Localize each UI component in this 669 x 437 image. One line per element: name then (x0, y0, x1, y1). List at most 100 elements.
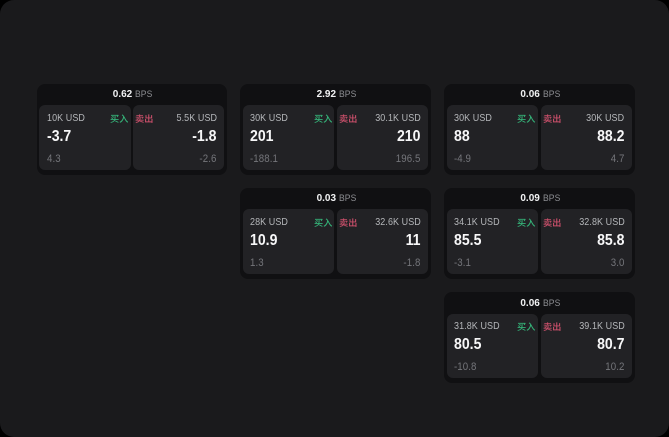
buy-price: 88 (454, 127, 470, 145)
buy-panel[interactable]: 28K USD 10.9 1.3 (242, 209, 335, 275)
buy-label-glyphs-icon (110, 114, 128, 123)
card-header: 2.92 BPS (243, 84, 428, 105)
sell-label-glyphs-icon (543, 218, 561, 227)
buy-panel[interactable]: 31.8K USD 80.5 -10.8 (446, 313, 539, 379)
sell-price: 88.2 (597, 127, 625, 145)
sell-price: 210 (397, 127, 421, 145)
buy-price: 80.5 (454, 336, 482, 354)
buy-amount: 34.1K USD (454, 216, 500, 228)
bps-unit-label: BPS (543, 297, 561, 309)
buy-price: 201 (250, 127, 274, 145)
buy-label-glyphs-icon (517, 114, 536, 123)
sell-side-label (135, 113, 153, 123)
sell-sub-value: 3.0 (610, 256, 625, 269)
sell-panel-top-row: 30.1K USD (339, 112, 421, 124)
card-header: 0.06 BPS (447, 84, 632, 105)
card-header: 0.06 BPS (447, 292, 632, 313)
buy-amount: 28K USD (250, 216, 289, 228)
buy-side-label (517, 218, 536, 227)
sell-price: -1.8 (192, 127, 217, 145)
card-header: 0.03 BPS (243, 188, 428, 209)
sell-sub-value: -1.8 (403, 256, 421, 269)
buy-sub-value: 1.3 (250, 256, 265, 269)
buy-panel-top-row: 34.1K USD (454, 216, 536, 228)
sell-side-label (543, 218, 561, 227)
buy-price: 10.9 (250, 231, 278, 249)
sell-panel[interactable]: 5.5K USD -1.8 -2.6 (132, 105, 225, 170)
sell-price: 80.7 (597, 336, 625, 354)
sell-amount: 30.1K USD (375, 112, 421, 124)
buy-panel-top-row: 10K USD (46, 112, 128, 124)
sell-side-label (543, 322, 561, 331)
buy-label-glyphs-icon (314, 218, 332, 227)
sell-panel-top-row: 30K USD (543, 112, 625, 124)
buy-amount: 30K USD (454, 112, 493, 124)
sell-panel-top-row: 32.8K USD (543, 217, 624, 228)
quote-card: 0.09 BPS 34.1K USD 85.5 -3.1 32.8K USD 8… (444, 188, 635, 280)
bps-value: 0.06 (520, 297, 540, 309)
buy-label-glyphs-icon (314, 114, 332, 123)
buy-side-label (314, 218, 332, 227)
quote-panels: 10K USD -3.7 4.3 5.5K USD -1.8 -2.6 (39, 105, 225, 170)
sell-label-glyphs-icon (339, 218, 357, 227)
buy-panel[interactable]: 10K USD -3.7 4.3 (39, 105, 131, 170)
sell-amount: 30K USD (586, 112, 625, 124)
sell-label-glyphs-icon (543, 322, 561, 331)
bps-unit-label: BPS (543, 193, 561, 205)
quote-panels: 28K USD 10.9 1.3 32.6K USD 11 -1.8 (242, 209, 429, 275)
buy-amount: 31.8K USD (454, 321, 500, 333)
quote-card: 0.62 BPS 10K USD -3.7 4.3 5.5K USD -1.8 … (36, 84, 227, 175)
sell-sub-value: 196.5 (396, 152, 421, 165)
quote-panels: 30K USD 201 -188.1 30.1K USD 210 196.5 (242, 105, 429, 170)
buy-amount: 30K USD (250, 112, 289, 124)
buy-panel-top-row: 30K USD (454, 112, 536, 124)
buy-panel[interactable]: 34.1K USD 85.5 -3.1 (446, 209, 539, 275)
buy-sub-value: -10.8 (454, 360, 477, 373)
buy-panel-top-row: 30K USD (250, 112, 332, 124)
sell-price: 11 (405, 231, 421, 249)
buy-sub-value: -3.1 (454, 256, 472, 269)
sell-panel-top-row: 32.6K USD (339, 216, 421, 228)
sell-price: 85.8 (597, 231, 625, 249)
quote-card: 0.06 BPS 30K USD 88 -4.9 30K USD 88.2 4.… (444, 84, 635, 175)
bps-unit-label: BPS (339, 193, 357, 205)
sell-panel[interactable]: 30K USD 88.2 4.7 (540, 105, 633, 170)
bps-unit-label: BPS (339, 89, 357, 101)
sell-label-glyphs-icon (135, 113, 153, 123)
buy-amount: 10K USD (46, 112, 85, 124)
sell-label-glyphs-icon (339, 113, 357, 123)
sell-sub-value: 4.7 (610, 152, 625, 165)
quote-card-grid: 0.62 BPS 10K USD -3.7 4.3 5.5K USD -1.8 … (36, 84, 635, 384)
bps-value: 2.92 (316, 89, 337, 101)
bps-value: 0.03 (316, 193, 337, 205)
sell-side-label (543, 113, 561, 123)
bps-unit-label: BPS (543, 89, 561, 101)
sell-panel[interactable]: 30.1K USD 210 196.5 (336, 105, 429, 170)
sell-panel[interactable]: 39.1K USD 80.7 10.2 (540, 313, 633, 379)
buy-label-glyphs-icon (517, 218, 536, 227)
quote-panels: 34.1K USD 85.5 -3.1 32.8K USD 85.8 3.0 (446, 209, 633, 275)
bps-value: 0.06 (520, 89, 540, 101)
buy-panel[interactable]: 30K USD 88 -4.9 (446, 105, 539, 170)
buy-price: 85.5 (454, 231, 482, 249)
sell-panel-top-row: 5.5K USD (135, 112, 217, 124)
bps-value: 0.62 (112, 89, 133, 101)
sell-amount: 5.5K USD (176, 112, 217, 124)
sell-sub-value: -2.6 (199, 152, 217, 165)
sell-side-label (339, 113, 357, 123)
sell-panel[interactable]: 32.8K USD 85.8 3.0 (540, 209, 633, 275)
buy-panel-top-row: 31.8K USD (454, 321, 536, 333)
buy-side-label (517, 114, 536, 123)
buy-panel[interactable]: 30K USD 201 -188.1 (242, 105, 335, 170)
buy-label-glyphs-icon (517, 322, 536, 331)
quote-card: 0.06 BPS 31.8K USD 80.5 -10.8 39.1K USD … (444, 292, 635, 384)
buy-sub-value: 4.3 (46, 152, 61, 165)
bps-value: 0.09 (520, 193, 540, 205)
sell-panel[interactable]: 32.6K USD 11 -1.8 (336, 209, 429, 275)
sell-side-label (339, 218, 357, 227)
sell-amount: 32.6K USD (375, 216, 421, 228)
sell-sub-value: 10.2 (605, 360, 625, 373)
buy-price: -3.7 (46, 127, 71, 145)
